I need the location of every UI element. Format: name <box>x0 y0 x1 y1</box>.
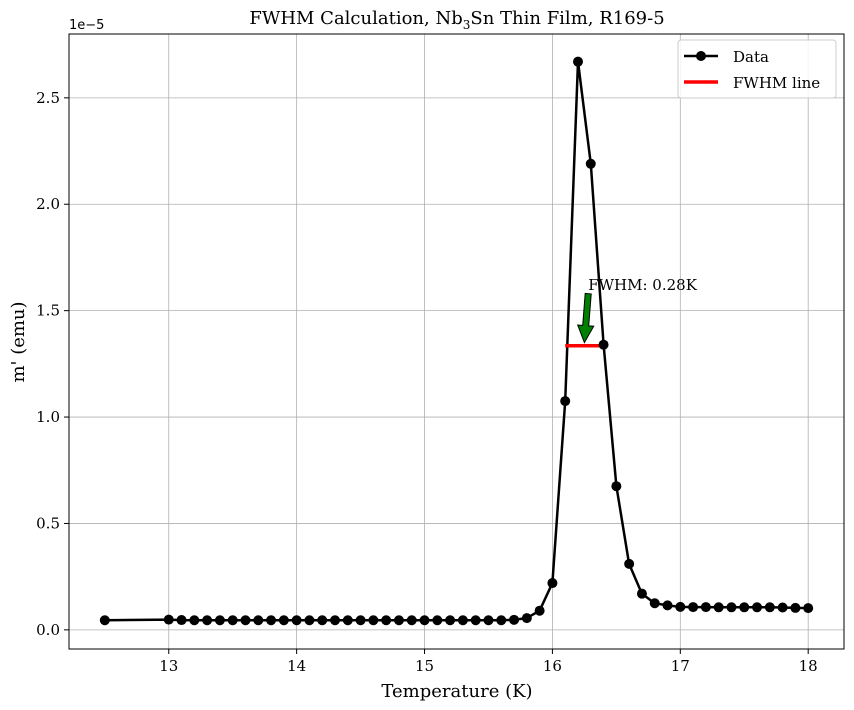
data-point <box>342 615 353 626</box>
data-point <box>470 615 481 626</box>
data-point <box>675 601 686 612</box>
y-tick-label: 2.5 <box>36 89 60 107</box>
x-tick-label: 14 <box>287 657 306 675</box>
data-point <box>368 615 379 626</box>
annotation-arrow <box>576 292 595 344</box>
data-point <box>393 615 404 626</box>
data-point <box>764 602 775 613</box>
data-point <box>406 615 417 626</box>
data-point <box>457 615 468 626</box>
data-point <box>278 615 289 626</box>
data-point <box>649 598 660 609</box>
y-axis-label: m' (emu) <box>8 301 29 382</box>
data-point <box>227 615 238 626</box>
y-tick-label: 0.5 <box>36 514 60 532</box>
data-point <box>572 56 583 67</box>
legend: Data FWHM line <box>677 39 837 99</box>
data-point <box>330 615 341 626</box>
data-point <box>496 615 507 626</box>
y-offset-text: 1e−5 <box>69 18 104 33</box>
data-point <box>624 558 635 569</box>
data-point <box>560 396 571 407</box>
data-point <box>790 602 801 613</box>
data-point <box>534 605 545 616</box>
data-series-line <box>104 60 809 622</box>
data-point <box>752 602 763 613</box>
data-point <box>355 615 366 626</box>
data-point <box>483 615 494 626</box>
data-point <box>189 615 200 626</box>
x-axis-label: Temperature (K) <box>381 681 532 702</box>
data-point <box>598 339 609 350</box>
chart-title-subscript: 3 <box>463 18 471 32</box>
data-point <box>662 600 673 611</box>
legend-fwhm-label: FWHM line <box>733 74 820 92</box>
data-point <box>419 615 430 626</box>
y-tick-label: 0.0 <box>36 621 60 639</box>
y-tick-label: 1.0 <box>36 408 60 426</box>
annotation-text: FWHM: 0.28K <box>588 276 697 294</box>
data-point <box>99 615 110 626</box>
data-point <box>240 615 251 626</box>
x-tick-label: 13 <box>159 657 178 675</box>
data-point <box>381 615 392 626</box>
data-point <box>202 615 213 626</box>
data-point <box>803 603 814 614</box>
data-point <box>432 615 443 626</box>
data-point <box>509 614 520 625</box>
annotation: FWHM: 0.28K <box>576 276 698 344</box>
data-point <box>266 615 277 626</box>
grid <box>69 34 844 649</box>
series-layer <box>99 56 814 626</box>
y-tick-label: 2.0 <box>36 195 60 213</box>
data-point <box>176 615 187 626</box>
x-tick-label: 16 <box>543 657 562 675</box>
x-tick-label: 18 <box>799 657 818 675</box>
x-tick-label: 17 <box>671 657 690 675</box>
data-point <box>445 615 456 626</box>
data-point <box>317 615 328 626</box>
data-point <box>636 588 647 599</box>
data-point <box>611 481 622 492</box>
ticks: 13 14 15 16 17 18 0.0 0.5 1.0 1.5 2.0 2.5 <box>36 89 818 675</box>
y-tick-label: 1.5 <box>36 302 60 320</box>
plot-frame <box>68 33 845 650</box>
data-point <box>585 158 596 169</box>
data-point <box>291 615 302 626</box>
data-point <box>163 614 174 625</box>
data-point <box>688 602 699 613</box>
data-point <box>739 602 750 613</box>
data-point <box>726 602 737 613</box>
x-tick-label: 15 <box>415 657 434 675</box>
data-point <box>777 602 788 613</box>
data-point <box>700 602 711 613</box>
data-point <box>521 613 532 624</box>
legend-data-marker <box>696 51 706 61</box>
data-point <box>214 615 225 626</box>
data-point <box>713 602 724 613</box>
data-point <box>253 615 264 626</box>
data-point <box>547 578 558 589</box>
chart-title: FWHM Calculation, Nb3Sn Thin Film, R169-… <box>249 8 664 32</box>
data-point <box>304 615 315 626</box>
legend-data-label: Data <box>733 48 769 66</box>
